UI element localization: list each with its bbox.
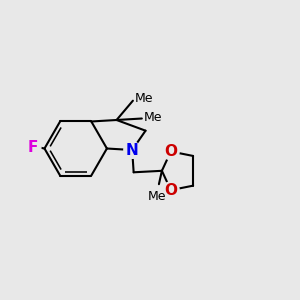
Text: Me: Me — [148, 190, 167, 203]
Circle shape — [124, 142, 140, 158]
Circle shape — [163, 143, 179, 160]
Circle shape — [24, 139, 41, 155]
Text: N: N — [126, 142, 139, 158]
Text: O: O — [164, 144, 177, 159]
Text: O: O — [164, 183, 177, 198]
Text: Me: Me — [134, 92, 153, 105]
Circle shape — [163, 182, 179, 198]
Text: F: F — [27, 140, 38, 154]
Text: Me: Me — [143, 111, 162, 124]
